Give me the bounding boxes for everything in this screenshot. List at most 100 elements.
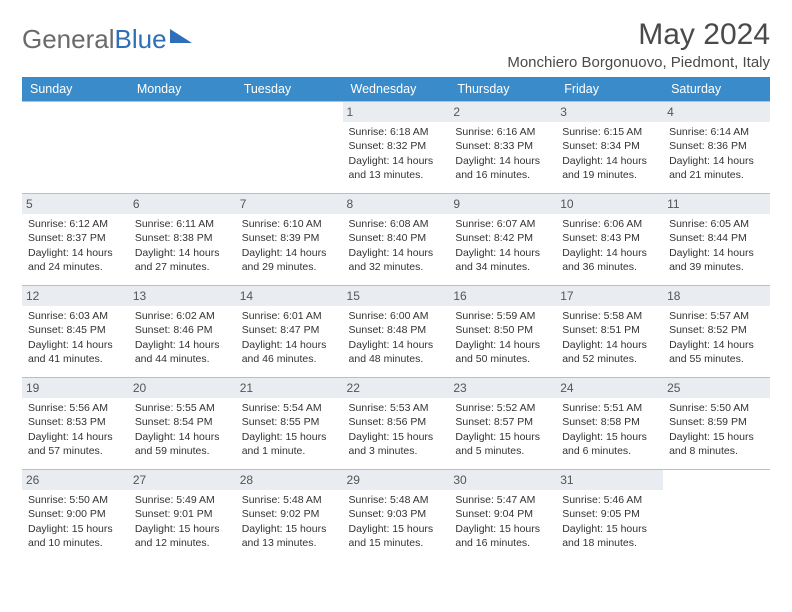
sunset-line: Sunset: 8:37 PM (28, 231, 123, 245)
daylight-line: Daylight: 15 hours and 5 minutes. (455, 430, 550, 458)
calendar-body: 1Sunrise: 6:18 AMSunset: 8:32 PMDaylight… (22, 102, 770, 562)
day-number: 19 (22, 378, 129, 398)
calendar-week-row: 1Sunrise: 6:18 AMSunset: 8:32 PMDaylight… (22, 102, 770, 194)
sunset-line: Sunset: 8:34 PM (562, 139, 657, 153)
sunrise-line: Sunrise: 6:16 AM (455, 125, 550, 139)
title-block: May 2024 Monchiero Borgonuovo, Piedmont,… (507, 18, 770, 71)
daylight-line: Daylight: 14 hours and 39 minutes. (669, 246, 764, 274)
sunset-line: Sunset: 8:51 PM (562, 323, 657, 337)
sunrise-line: Sunrise: 5:55 AM (135, 401, 230, 415)
day-number: 7 (236, 194, 343, 214)
calendar-week-row: 26 Sunrise: 5:50 AMSunset: 9:00 PM Dayligh… (22, 470, 770, 562)
daylight-line: Daylight: 14 hours and 27 minutes. (135, 246, 230, 274)
calendar-page: GeneralBlue May 2024 Monchiero Borgonuov… (0, 0, 792, 572)
calendar-day-cell: 6Sunrise: 6:11 AMSunset: 8:38 PMDaylight… (129, 194, 236, 286)
sunset-line: Sunset: 9:00 PM (28, 507, 123, 521)
day-number: 27 (129, 470, 236, 490)
calendar-day-cell: 24Sunrise: 5:51 AMSunset: 8:58 PMDayligh… (556, 378, 663, 470)
calendar-header-row: SundayMondayTuesdayWednesdayThursdayFrid… (22, 77, 770, 102)
weekday-header: Sunday (22, 77, 129, 102)
sunrise-line: Sunrise: 5:57 AM (669, 309, 764, 323)
day-number: 1 (343, 102, 450, 122)
sunrise-line: Sunrise: 6:15 AM (562, 125, 657, 139)
sunset-line: Sunset: 9:05 PM (562, 507, 657, 521)
daylight-line: Daylight: 14 hours and 50 minutes. (455, 338, 550, 366)
calendar-day-cell: 17Sunrise: 5:58 AMSunset: 8:51 PMDayligh… (556, 286, 663, 378)
sunset-line: Sunset: 8:58 PM (562, 415, 657, 429)
sunset-line: Sunset: 8:38 PM (135, 231, 230, 245)
daylight-line: Daylight: 15 hours and 15 minutes. (349, 522, 444, 550)
calendar-day-cell: 2Sunrise: 6:16 AMSunset: 8:33 PMDaylight… (449, 102, 556, 194)
calendar-empty-cell (236, 102, 343, 194)
calendar-day-cell: 31Sunrise: 5:46 AMSunset: 9:05 PMDayligh… (556, 470, 663, 562)
weekday-header: Thursday (449, 77, 556, 102)
daylight-line: Daylight: 14 hours and 16 minutes. (455, 154, 550, 182)
day-number: 13 (129, 286, 236, 306)
daylight-line: Daylight: 14 hours and 32 minutes. (349, 246, 444, 274)
sunrise-line: Sunrise: 6:14 AM (669, 125, 764, 139)
day-number: 16 (449, 286, 556, 306)
sunset-line: Sunset: 8:52 PM (669, 323, 764, 337)
header: GeneralBlue May 2024 Monchiero Borgonuov… (22, 18, 770, 71)
daylight-line: Daylight: 14 hours and 29 minutes. (242, 246, 337, 274)
daylight-line: Daylight: 14 hours and 13 minutes. (349, 154, 444, 182)
daylight-line: Daylight: 14 hours and 21 minutes. (669, 154, 764, 182)
day-number: 10 (556, 194, 663, 214)
day-number: 8 (343, 194, 450, 214)
daylight-line: Daylight: 14 hours and 59 minutes. (135, 430, 230, 458)
calendar-week-row: 5Sunrise: 6:12 AMSunset: 8:37 PMDaylight… (22, 194, 770, 286)
day-number: 26 (22, 470, 129, 490)
sunset-line: Sunset: 8:48 PM (349, 323, 444, 337)
day-number: 23 (449, 378, 556, 398)
day-number: 20 (129, 378, 236, 398)
weekday-header: Tuesday (236, 77, 343, 102)
sunrise-line: Sunrise: 6:03 AM (28, 309, 123, 323)
sunset-line: Sunset: 8:57 PM (455, 415, 550, 429)
sunrise-line: Sunrise: 5:52 AM (455, 401, 550, 415)
sunrise-line: Sunrise: 5:56 AM (28, 401, 123, 415)
calendar-day-cell: 19Sunrise: 5:56 AMSunset: 8:53 PMDayligh… (22, 378, 129, 470)
sunrise-line: Sunrise: 6:07 AM (455, 217, 550, 231)
month-title: May 2024 (507, 18, 770, 52)
sunrise-line: Sunrise: 6:08 AM (349, 217, 444, 231)
calendar-empty-cell (22, 102, 129, 194)
calendar-day-cell: 8Sunrise: 6:08 AMSunset: 8:40 PMDaylight… (343, 194, 450, 286)
day-number: 14 (236, 286, 343, 306)
calendar-day-cell: 30Sunrise: 5:47 AMSunset: 9:04 PMDayligh… (449, 470, 556, 562)
day-number: 5 (22, 194, 129, 214)
calendar-day-cell: 28Sunrise: 5:48 AMSunset: 9:02 PMDayligh… (236, 470, 343, 562)
calendar-day-cell: 29Sunrise: 5:48 AMSunset: 9:03 PMDayligh… (343, 470, 450, 562)
sunset-line: Sunset: 8:54 PM (135, 415, 230, 429)
daylight-line: Daylight: 14 hours and 52 minutes. (562, 338, 657, 366)
calendar-day-cell: 25Sunrise: 5:50 AMSunset: 8:59 PMDayligh… (663, 378, 770, 470)
sunrise-line: Sunrise: 6:10 AM (242, 217, 337, 231)
calendar-day-cell: 26Sunrise: 5:50 AMSunset: 9:00 PMDayligh… (22, 470, 129, 562)
calendar-day-cell: 27Sunrise: 5:49 AMSunset: 9:01 PMDayligh… (129, 470, 236, 562)
day-number: 11 (663, 194, 770, 214)
sunrise-line: Sunrise: 6:11 AM (135, 217, 230, 231)
sunset-line: Sunset: 8:43 PM (562, 231, 657, 245)
day-number: 12 (22, 286, 129, 306)
daylight-line: Daylight: 14 hours and 57 minutes. (28, 430, 123, 458)
calendar-day-cell: 9Sunrise: 6:07 AMSunset: 8:42 PMDaylight… (449, 194, 556, 286)
daylight-line: Daylight: 15 hours and 3 minutes. (349, 430, 444, 458)
sunrise-line: Sunrise: 5:50 AM (669, 401, 764, 415)
sunrise-line: Sunrise: 5:53 AM (349, 401, 444, 415)
day-number: 28 (236, 470, 343, 490)
brand-logo: GeneralBlue (22, 18, 192, 55)
calendar-day-cell: 14Sunrise: 6:01 AMSunset: 8:47 PMDayligh… (236, 286, 343, 378)
daylight-line: Daylight: 14 hours and 44 minutes. (135, 338, 230, 366)
sunset-line: Sunset: 8:32 PM (349, 139, 444, 153)
sunrise-line: Sunrise: 5:54 AM (242, 401, 337, 415)
sunset-line: Sunset: 8:46 PM (135, 323, 230, 337)
sunrise-line: Sunrise: 5:51 AM (562, 401, 657, 415)
calendar-day-cell: 21Sunrise: 5:54 AMSunset: 8:55 PMDayligh… (236, 378, 343, 470)
sunrise-line: Sunrise: 6:05 AM (669, 217, 764, 231)
calendar-day-cell: 4Sunrise: 6:14 AMSunset: 8:36 PMDaylight… (663, 102, 770, 194)
sunrise-line: Sunrise: 5:50 AM (28, 493, 123, 507)
sunset-line: Sunset: 8:55 PM (242, 415, 337, 429)
calendar-day-cell: 13Sunrise: 6:02 AMSunset: 8:46 PMDayligh… (129, 286, 236, 378)
daylight-line: Daylight: 14 hours and 46 minutes. (242, 338, 337, 366)
calendar-day-cell: 16Sunrise: 5:59 AMSunset: 8:50 PMDayligh… (449, 286, 556, 378)
sunrise-line: Sunrise: 5:47 AM (455, 493, 550, 507)
